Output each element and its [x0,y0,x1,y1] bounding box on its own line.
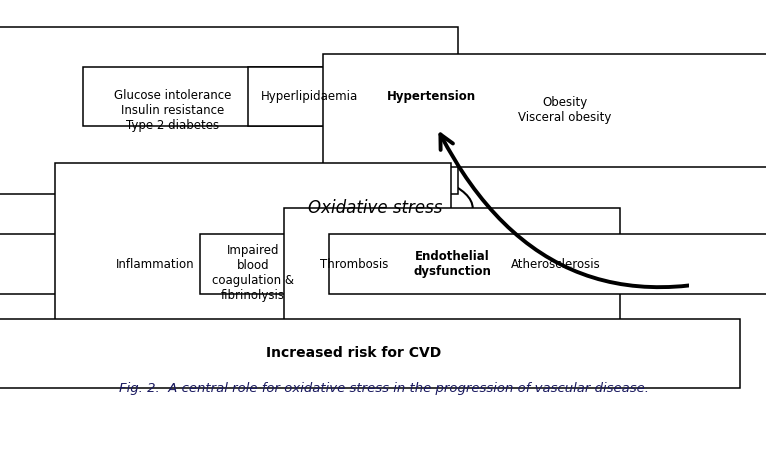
Text: Atherosclerosis: Atherosclerosis [511,258,601,271]
Text: Inflammation: Inflammation [116,258,195,271]
FancyBboxPatch shape [0,234,338,294]
Text: Obesity
Visceral obesity: Obesity Visceral obesity [518,96,611,124]
FancyBboxPatch shape [200,234,508,294]
Text: Hypertension: Hypertension [387,90,476,103]
Text: Fig. 2.  A central role for oxidative stress in the progression of vascular dise: Fig. 2. A central role for oxidative str… [119,382,650,395]
Text: Thrombosis: Thrombosis [319,258,388,271]
Text: Endothelial
dysfunction: Endothelial dysfunction [413,250,491,278]
FancyBboxPatch shape [323,54,766,167]
Text: Glucose intolerance
Insulin resistance
Type 2 diabetes: Glucose intolerance Insulin resistance T… [114,89,231,132]
FancyBboxPatch shape [83,67,536,126]
FancyBboxPatch shape [0,319,740,388]
Text: Impaired
blood
coagulation &
fibrinolysis: Impaired blood coagulation & fibrinolysi… [212,244,294,302]
FancyBboxPatch shape [248,67,614,126]
FancyArrowPatch shape [440,134,766,287]
Text: Hyperlipidaemia: Hyperlipidaemia [261,90,358,103]
Text: Increased risk for CVD: Increased risk for CVD [267,346,442,360]
Ellipse shape [277,170,473,247]
FancyBboxPatch shape [329,234,766,294]
FancyBboxPatch shape [55,163,450,383]
Text: Oxidative stress: Oxidative stress [308,199,442,217]
FancyBboxPatch shape [0,27,458,194]
FancyBboxPatch shape [283,207,620,321]
